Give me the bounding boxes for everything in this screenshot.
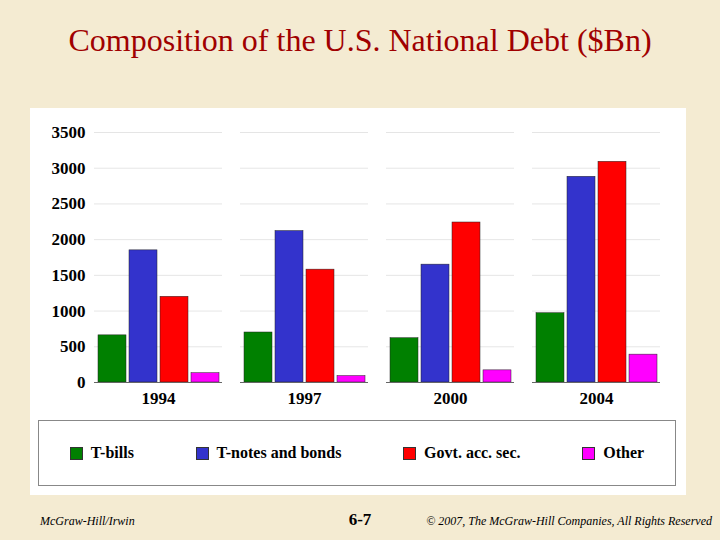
svg-text:1997: 1997 — [288, 389, 323, 408]
svg-text:2000: 2000 — [434, 389, 468, 408]
html-text:McGraw-Hill/Irwin: McGraw-Hill/Irwin — [40, 514, 135, 528]
svg-text:1994: 1994 — [142, 389, 177, 408]
svg-text:0: 0 — [77, 373, 86, 392]
svg-text:1500: 1500 — [52, 266, 86, 285]
svg-text:500: 500 — [60, 337, 86, 356]
html-text:Other: Other — [603, 444, 645, 461]
svg-text:2000: 2000 — [52, 230, 86, 249]
svg-text:1000: 1000 — [52, 302, 86, 321]
svg-text:3500: 3500 — [52, 123, 86, 142]
svg-text:3000: 3000 — [52, 159, 86, 178]
svg-text:2500: 2500 — [52, 194, 86, 213]
html-text:Govt. acc. sec.: Govt. acc. sec. — [424, 444, 521, 461]
svg-text:2004: 2004 — [580, 389, 615, 408]
html-text:6-7: 6-7 — [348, 510, 372, 529]
html-text:© 2007, The McGraw-Hill Compan: © 2007, The McGraw-Hill Companies, All R… — [426, 514, 712, 528]
html-text:T-notes and bonds: T-notes and bonds — [216, 444, 342, 461]
html-text:T-bills: T-bills — [90, 444, 134, 461]
html-text:Composition of the U.S. Nation: Composition of the U.S. National Debt ($… — [68, 22, 652, 58]
